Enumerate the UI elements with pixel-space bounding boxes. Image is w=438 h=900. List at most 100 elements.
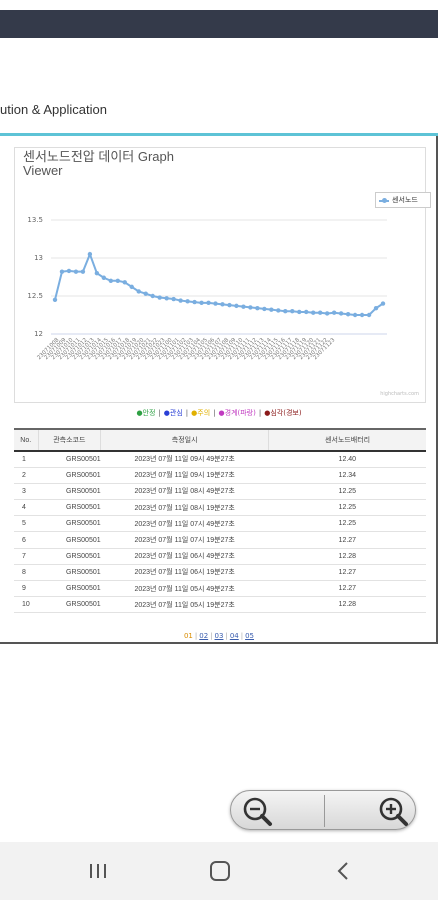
data-point (338, 311, 344, 316)
status-legend-separator: | (258, 409, 262, 417)
cell-no: 1 (14, 451, 38, 468)
data-point (108, 278, 114, 283)
cell-station-code: GRS00501 (38, 451, 101, 468)
data-point (324, 311, 330, 316)
page-link-03[interactable]: 03 (214, 632, 224, 640)
cell-battery: 12.40 (268, 451, 426, 468)
zoom-in-icon (379, 797, 408, 826)
page-separator: | (225, 632, 228, 640)
table-row: 3 GRS00501 2023년 07월 11일 08시 49분27초 12.25 (14, 483, 426, 501)
data-point (115, 278, 121, 283)
back-button[interactable] (328, 858, 358, 884)
page-link-05[interactable]: 05 (245, 632, 255, 640)
data-point (171, 296, 176, 302)
status-legend-separator: | (213, 409, 216, 417)
cell-station-code: GRS00501 (38, 548, 101, 565)
page-separator: | (194, 632, 198, 640)
page-link-02[interactable]: 02 (199, 632, 209, 640)
y-tick-label: 13 (34, 254, 43, 262)
cell-station-code: GRS00501 (38, 467, 101, 484)
cell-no: 2 (14, 467, 38, 484)
page-separator: | (240, 632, 244, 640)
cell-measure-time: 2023년 07월 11일 06시 49분27초 (100, 548, 269, 565)
zoom-controls (230, 790, 416, 830)
cell-measure-time: 2023년 07월 11일 08시 49분27초 (100, 483, 269, 501)
col-measure-time: 측정일시 (100, 428, 269, 452)
data-point (290, 309, 295, 314)
recents-button[interactable] (84, 858, 114, 884)
data-point (345, 312, 351, 317)
cell-battery: 12.27 (268, 580, 426, 598)
data-point (213, 301, 218, 306)
recents-icon (90, 864, 106, 878)
back-icon (337, 862, 348, 880)
cell-measure-time: 2023년 07월 11일 05시 19분27초 (100, 596, 269, 614)
status-legend-item: ●경계(파랑) (218, 409, 256, 417)
legend-dot-marker (382, 198, 387, 203)
data-point (241, 304, 246, 309)
cell-no: 7 (14, 548, 38, 565)
data-point (255, 305, 260, 311)
cell-measure-time: 2023년 07월 11일 07시 19분27초 (100, 531, 269, 549)
table-row: 5 GRS00501 2023년 07월 11일 07시 49분27초 12.25 (14, 515, 426, 533)
cell-no: 3 (14, 483, 38, 501)
data-point (227, 302, 232, 308)
data-point (380, 301, 386, 306)
data-point (122, 280, 127, 285)
zoom-out-icon (243, 797, 272, 826)
data-point (52, 297, 58, 302)
cell-measure-time: 2023년 07월 11일 09시 19분27초 (100, 467, 269, 484)
cell-battery: 12.34 (268, 467, 426, 484)
site-top-bar (0, 10, 438, 38)
page-link-04[interactable]: 04 (229, 632, 239, 640)
data-point (220, 302, 225, 307)
cell-measure-time: 2023년 07월 11일 08시 19분27초 (100, 499, 269, 517)
cell-station-code: GRS00501 (38, 564, 101, 582)
data-point (73, 269, 79, 274)
zoom-divider (324, 795, 325, 827)
series-line-sensor-node (54, 251, 384, 316)
table-body: 1 GRS00501 2023년 07월 11일 09시 49분27초 12.40 2 G… (14, 451, 426, 614)
cell-battery: 12.28 (268, 596, 426, 614)
data-point (373, 305, 379, 311)
site-subtitle: ution & Application (0, 102, 107, 117)
data-point (59, 269, 65, 274)
home-icon (210, 861, 230, 881)
table-row: 10 GRS00501 2023년 07월 11일 05시 19분27초 12.28 (14, 596, 426, 614)
table-row: 7 GRS00501 2023년 07월 11일 06시 49분27초 12.28 (14, 548, 426, 565)
status-bar (0, 0, 438, 10)
status-legend-item: ●관심 (163, 409, 183, 417)
legend-series-label: 센서노드 (392, 196, 418, 204)
data-point (143, 291, 148, 296)
status-legend-item: ●심각(경보) (264, 409, 302, 417)
web-page-frame: ution & Application 13.5 13 12.5 12 23071008… (0, 10, 438, 644)
chart-credit[interactable]: highcharts.com (380, 391, 419, 397)
table-row: 6 GRS00501 2023년 07월 11일 07시 19분27초 12.27 (14, 531, 426, 549)
cell-station-code: GRS00501 (38, 580, 101, 598)
status-legend-item: ●주의 (191, 409, 211, 417)
home-button[interactable] (205, 858, 235, 884)
cell-no: 8 (14, 564, 38, 582)
data-point (248, 305, 253, 310)
cell-measure-time: 2023년 07월 11일 09시 49분27초 (100, 451, 269, 468)
zoom-out-button[interactable] (231, 791, 324, 831)
cell-station-code: GRS00501 (38, 531, 101, 549)
data-point (304, 309, 309, 315)
table-header-row: No. 관측소코드 측정일시 센서노드배터리 (14, 428, 426, 452)
data-point (66, 268, 72, 274)
cell-battery: 12.27 (268, 531, 426, 549)
data-point (164, 296, 169, 301)
y-tick-label: 12 (34, 330, 43, 338)
data-point (178, 298, 183, 303)
data-point (185, 299, 190, 304)
page-link-01[interactable]: 01 (183, 632, 193, 640)
data-point (206, 300, 211, 306)
data-table: No. 관측소코드 측정일시 센서노드배터리 1 GRS00501 2023년 07… (14, 428, 426, 614)
data-point (87, 252, 93, 257)
cell-battery: 12.28 (268, 548, 426, 565)
data-point (234, 303, 239, 309)
zoom-in-button[interactable] (325, 791, 418, 831)
y-tick-label: 12.5 (27, 292, 43, 300)
chart-legend[interactable]: 센서노드 (375, 192, 431, 208)
data-point (80, 269, 86, 274)
